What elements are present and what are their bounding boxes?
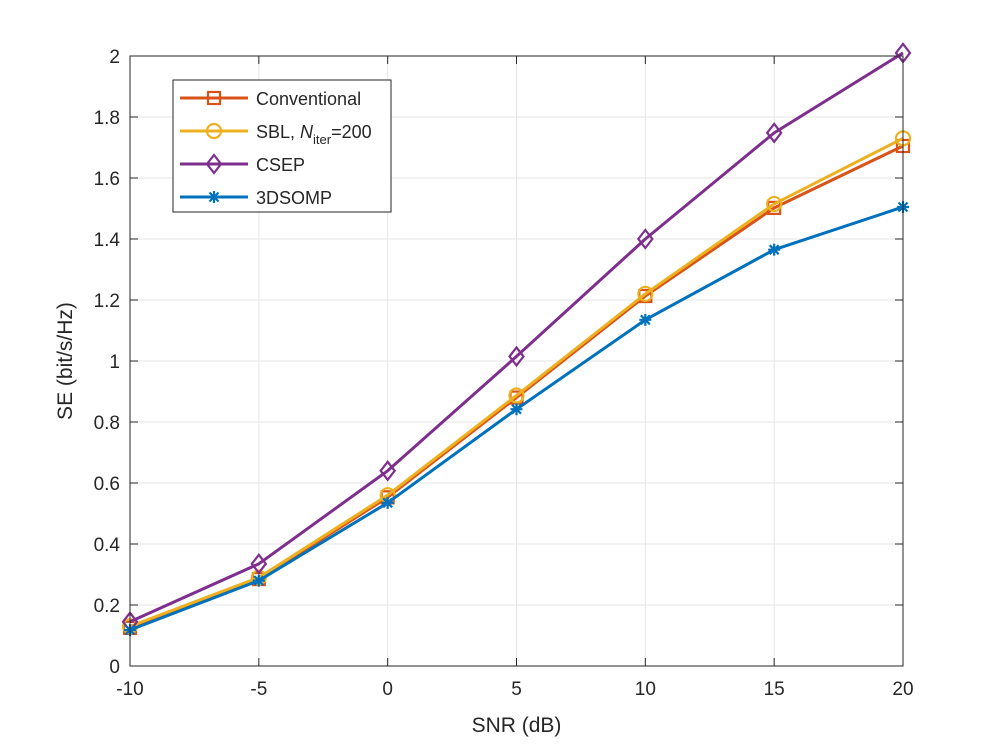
x-tick-label: 0 <box>382 679 393 700</box>
data-point <box>768 243 781 256</box>
axis-ticks: -10 -5 0 5 10 15 20 0 0.2 0.4 0.6 0.8 1 1.2 1.4 1.6 1.8 2 <box>94 47 914 700</box>
y-tick-label: 0.2 <box>94 596 120 617</box>
legend-label: SBL, Niter=200 <box>256 122 372 147</box>
data-point <box>639 313 652 326</box>
data-point <box>252 574 265 587</box>
x-tick-label: 15 <box>764 679 785 700</box>
legend-marker <box>205 122 223 140</box>
legend-marker <box>206 90 222 106</box>
legend-label: CSEP <box>256 155 305 175</box>
grid-lines <box>130 56 903 666</box>
y-tick-label: 2 <box>109 47 120 68</box>
y-tick-label: 0 <box>109 657 120 678</box>
y-tick-label: 0.4 <box>94 535 121 556</box>
data-point <box>379 460 397 482</box>
legend: Conventional SBL, Niter=200 CSEP 3DSOMP <box>172 79 392 213</box>
y-tick-label: 0.8 <box>94 413 120 434</box>
legend-item: SBL, Niter=200 <box>180 122 372 147</box>
legend-label: 3DSOMP <box>256 188 332 208</box>
data-point <box>765 122 783 144</box>
data-point <box>250 553 268 575</box>
x-tick-label: 10 <box>635 679 656 700</box>
x-axis-label: SNR (dB) <box>472 714 562 737</box>
legend-box <box>172 79 392 213</box>
data-point <box>766 195 783 213</box>
data-point <box>636 228 654 250</box>
data-point <box>381 496 394 509</box>
y-tick-label: 1.6 <box>94 169 120 190</box>
series-line <box>129 51 904 624</box>
y-tick-label: 1.2 <box>94 291 120 312</box>
legend-label: Conventional <box>256 89 361 109</box>
legend-item: Conventional <box>180 89 361 109</box>
data-point <box>508 345 525 368</box>
data-point <box>508 387 525 404</box>
y-tick-label: 1.8 <box>94 108 120 129</box>
x-tick-label: 5 <box>511 679 522 700</box>
data-point <box>637 285 654 302</box>
x-tick-label: 20 <box>892 679 913 700</box>
legend-item: CSEP <box>180 153 305 175</box>
legend-item: 3DSOMP <box>180 188 332 208</box>
y-tick-label: 1 <box>109 352 120 373</box>
legend-marker <box>208 191 220 203</box>
y-axis-label: SE (bit/s/Hz) <box>54 302 77 420</box>
y-tick-label: 0.6 <box>94 474 120 495</box>
data-point <box>510 403 523 416</box>
series-group <box>121 42 912 637</box>
y-tick-label: 1.4 <box>94 230 121 251</box>
legend-marker <box>205 153 223 175</box>
x-tick-label: -5 <box>250 679 267 700</box>
x-tick-label: -10 <box>116 679 143 700</box>
